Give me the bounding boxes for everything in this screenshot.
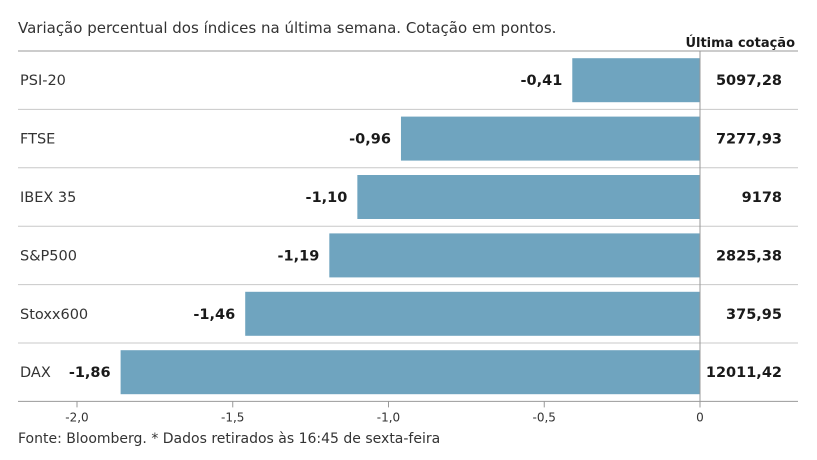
quote-column-header: Última cotação bbox=[685, 35, 795, 51]
quote-value: 2825,38 bbox=[716, 248, 782, 264]
bar-ibex-35 bbox=[357, 175, 700, 219]
x-tick-label: -2,0 bbox=[65, 410, 88, 424]
x-tick-label: -0,5 bbox=[533, 410, 556, 424]
value-label: -1,10 bbox=[306, 190, 348, 206]
x-axis: -2,0 -1,5 -1,0 -0,5 0 bbox=[65, 51, 704, 424]
category-label: DAX bbox=[20, 365, 51, 381]
chart-subtitle: Variação percentual dos índices na últim… bbox=[18, 19, 556, 37]
bar-s-p500 bbox=[329, 233, 700, 278]
category-label: S&P500 bbox=[20, 248, 77, 264]
bar-rows: PSI-20 -0,41 5097,28 FTSE -0,96 7277,93 IBEX 3… bbox=[18, 50, 798, 402]
value-label: -0,96 bbox=[349, 132, 391, 148]
source-note: Fonte: Bloomberg. * Dados retirados às 1… bbox=[18, 431, 440, 447]
x-tick-label: 0 bbox=[696, 410, 704, 424]
category-label: Stoxx600 bbox=[20, 307, 88, 323]
quote-value: 12011,42 bbox=[706, 365, 782, 381]
quote-value: 375,95 bbox=[726, 307, 782, 323]
category-label: FTSE bbox=[20, 132, 55, 148]
value-label: -1,86 bbox=[69, 365, 111, 381]
bar-ftse bbox=[400, 116, 700, 161]
x-tick-label: -1,0 bbox=[377, 410, 400, 424]
value-label: -0,41 bbox=[520, 73, 562, 89]
value-label: -1,19 bbox=[278, 248, 320, 264]
bar-psi-20 bbox=[572, 58, 700, 103]
category-label: IBEX 35 bbox=[20, 190, 76, 206]
quote-value: 7277,93 bbox=[716, 132, 782, 148]
x-tick-label: -1,5 bbox=[221, 410, 244, 424]
value-label: -1,46 bbox=[193, 307, 235, 323]
quote-value: 5097,28 bbox=[716, 73, 782, 89]
category-label: PSI-20 bbox=[20, 73, 66, 89]
quote-value: 9178 bbox=[742, 190, 782, 206]
bar-stoxx600 bbox=[245, 291, 700, 336]
bar-dax bbox=[120, 350, 701, 395]
